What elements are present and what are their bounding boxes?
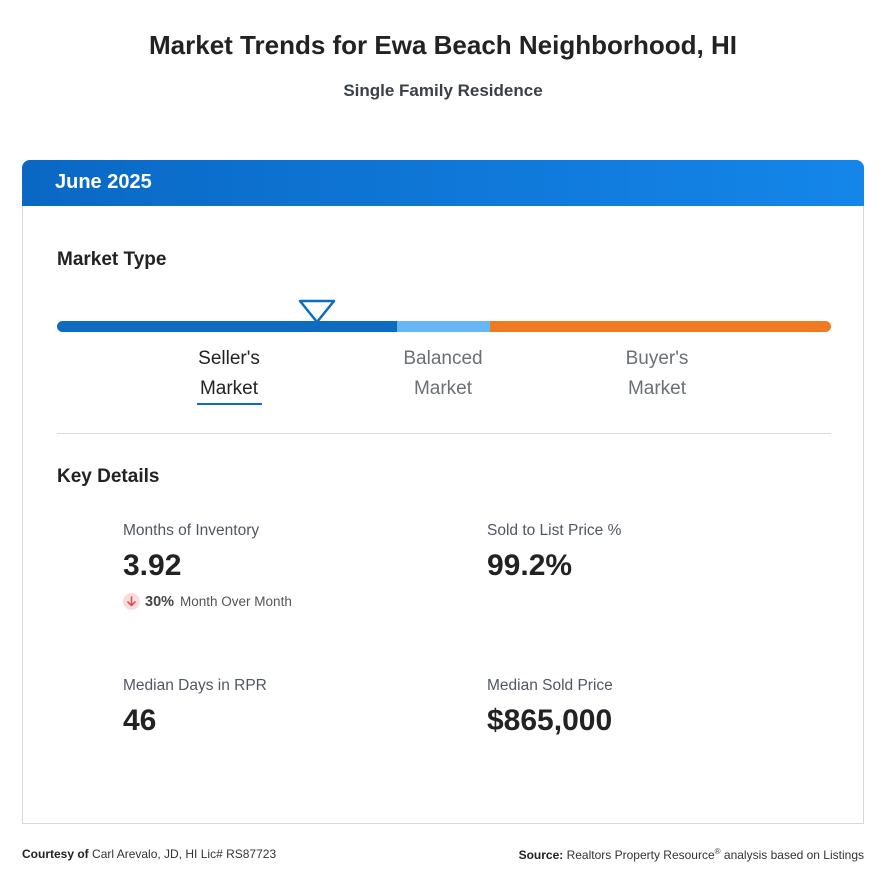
change-percent: 30% [145, 593, 175, 610]
market-label-buyer: Buyer's Market [587, 344, 727, 404]
source-footer: Source: Realtors Property Resource® anal… [519, 847, 864, 862]
market-label-line1: Buyer's [625, 348, 689, 369]
market-label-line1: Balanced [403, 348, 483, 369]
market-type-scale [57, 321, 831, 332]
market-label-seller: Seller's Market [159, 344, 299, 404]
market-pointer-icon [298, 299, 336, 324]
metric-label: Months of Inventory [123, 522, 260, 539]
metric-months-of-inventory: Months of Inventory 3.92 [123, 522, 259, 583]
month-over-month-change: 30% Month Over Month [123, 593, 292, 610]
key-details-heading: Key Details [57, 466, 160, 487]
section-divider [57, 433, 831, 434]
market-label-line2: Market [627, 378, 687, 399]
metric-label: Median Days in RPR [123, 677, 267, 694]
courtesy-footer: Courtesy of Carl Arevalo, JD, HI Lic# RS… [22, 847, 276, 861]
page-title: Market Trends for Ewa Beach Neighborhood… [149, 30, 737, 60]
page-subtitle: Single Family Residence [343, 81, 543, 100]
market-label-balanced: Balanced Market [373, 344, 513, 404]
change-label: Month Over Month [180, 594, 292, 609]
registered-mark: ® [714, 847, 721, 856]
metric-median-sold-price: Median Sold Price $865,000 [487, 677, 613, 738]
metric-label: Median Sold Price [487, 677, 613, 694]
metric-value: $865,000 [487, 704, 613, 737]
metric-value: 3.92 [123, 549, 182, 582]
metric-median-days-in-rpr: Median Days in RPR 46 [123, 677, 267, 738]
buyer-market-segment [490, 321, 831, 332]
metric-value: 99.2% [487, 549, 573, 582]
period-label: June 2025 [55, 171, 152, 193]
seller-market-segment [57, 321, 397, 332]
market-trends-card: June 2025 Market Type Seller's Market Ba… [22, 160, 864, 824]
card-header: June 2025 [22, 160, 864, 206]
courtesy-prefix: Courtesy of [22, 847, 89, 861]
metric-value: 46 [123, 704, 157, 737]
metric-label: Sold to List Price % [487, 522, 622, 539]
source-prefix: Source: [518, 848, 564, 862]
source-text: Realtors Property Resource [566, 848, 715, 862]
metric-sold-to-list-price: Sold to List Price % 99.2% [487, 522, 621, 583]
courtesy-text: Carl Arevalo, JD, HI Lic# RS87723 [92, 847, 277, 861]
market-type-heading: Market Type [57, 249, 167, 270]
market-label-line1: Seller's [198, 348, 260, 369]
market-label-line2: Market [413, 378, 473, 399]
market-label-line2: Market [199, 378, 259, 399]
active-market-underline [197, 403, 262, 405]
source-suffix: analysis based on Listings [723, 848, 864, 862]
balanced-market-segment [397, 321, 490, 332]
arrow-down-icon [123, 593, 140, 610]
